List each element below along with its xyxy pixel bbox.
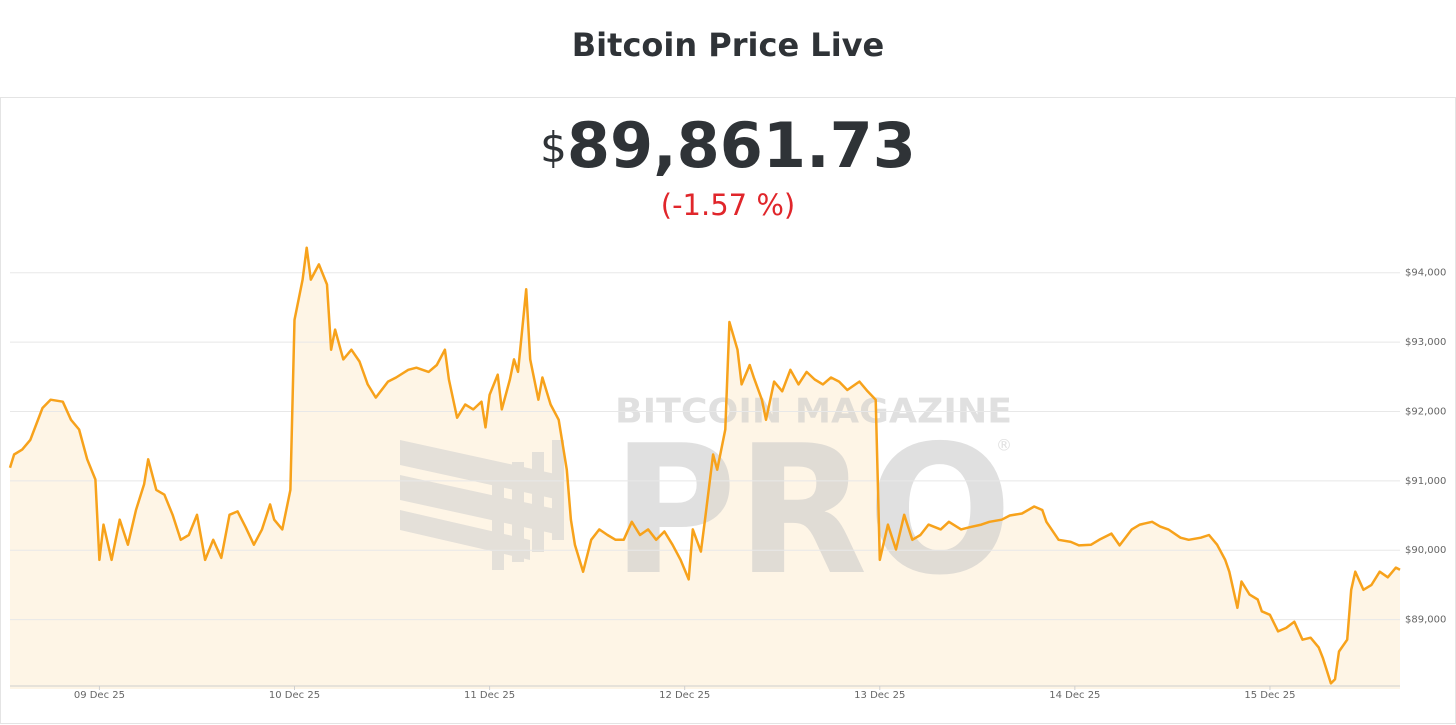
price-change: (-1.57 %) bbox=[661, 188, 795, 222]
logo-bar bbox=[552, 440, 564, 540]
watermark-mark: ® bbox=[996, 436, 1012, 455]
logo-bar bbox=[492, 470, 504, 570]
x-tick-label: 14 Dec 25 bbox=[1049, 690, 1100, 701]
x-tick-label: 10 Dec 25 bbox=[269, 690, 320, 701]
y-tick-label: $90,000 bbox=[1405, 545, 1446, 556]
x-tick-label: 15 Dec 25 bbox=[1244, 690, 1295, 701]
price: $89,861.73 bbox=[540, 109, 916, 182]
logo-bar bbox=[512, 462, 524, 562]
price-value: 89,861.73 bbox=[567, 109, 916, 182]
y-tick-label: $89,000 bbox=[1405, 615, 1446, 626]
watermark: BITCOIN MAGAZINE PRO ® bbox=[400, 392, 1012, 614]
x-tick-label: 13 Dec 25 bbox=[854, 690, 905, 701]
x-tick-label: 09 Dec 25 bbox=[74, 690, 125, 701]
watermark-main: PRO bbox=[612, 407, 1012, 614]
y-tick-label: $93,000 bbox=[1405, 337, 1446, 348]
y-tick-label: $94,000 bbox=[1405, 268, 1446, 279]
x-tick-label: 12 Dec 25 bbox=[659, 690, 710, 701]
currency: $ bbox=[540, 123, 567, 172]
y-tick-label: $92,000 bbox=[1405, 406, 1446, 417]
area bbox=[10, 247, 1400, 689]
logo-bar bbox=[532, 452, 544, 552]
page-title: Bitcoin Price Live bbox=[572, 26, 884, 64]
price-line bbox=[8, 246, 1401, 685]
y-tick-label: $91,000 bbox=[1405, 476, 1446, 487]
x-tick-label: 11 Dec 25 bbox=[464, 690, 515, 701]
